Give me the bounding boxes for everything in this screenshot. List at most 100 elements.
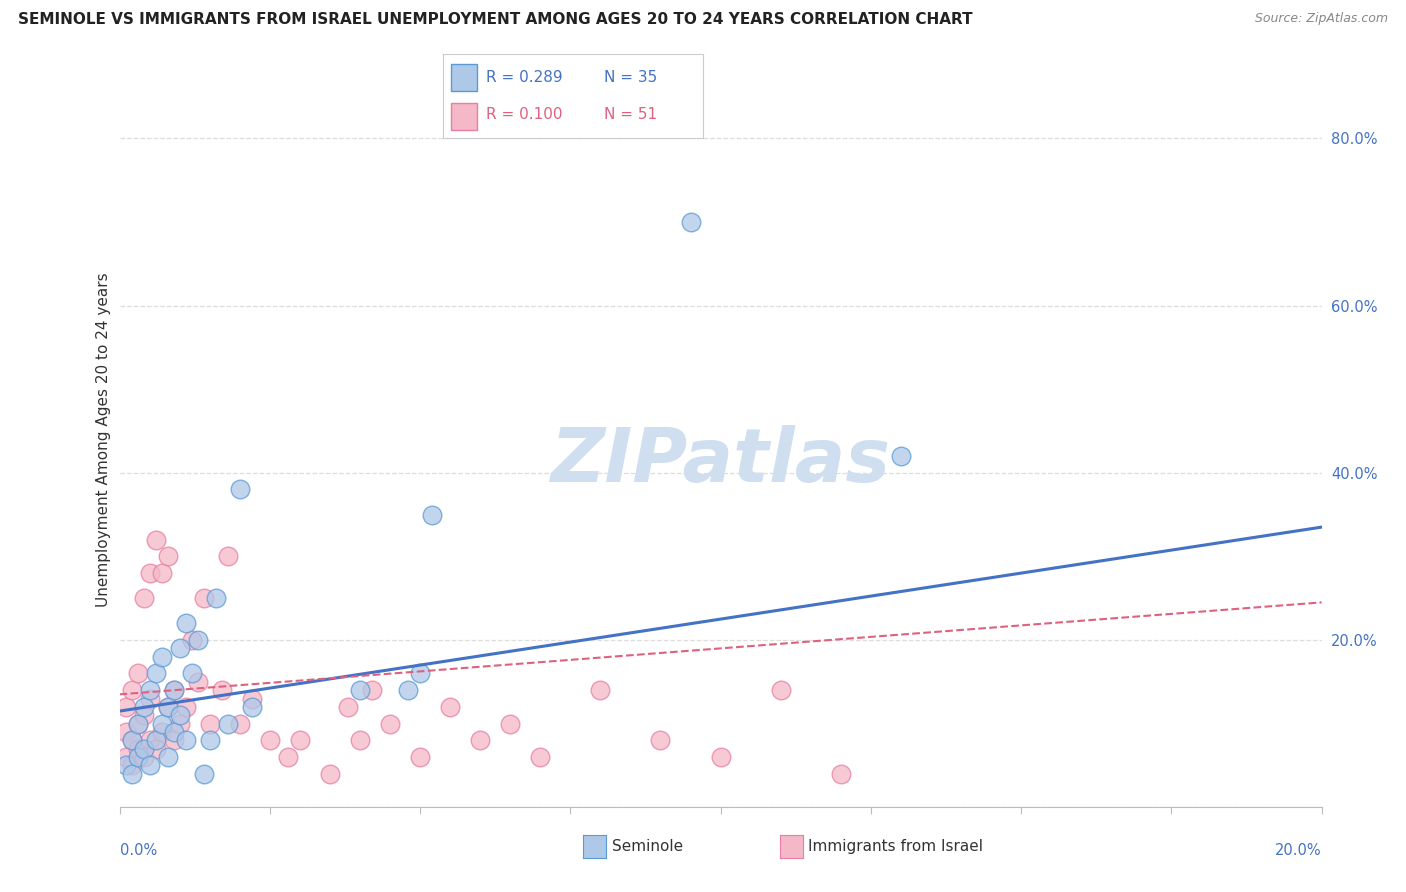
Text: ZIPatlas: ZIPatlas (551, 425, 890, 498)
Point (409, 666, 432, 681)
Point (132, 591, 155, 606)
Point (193, 591, 215, 606)
Point (240, 691, 263, 706)
Point (132, 708, 155, 723)
Point (150, 725, 173, 739)
Point (180, 633, 202, 648)
Point (121, 758, 143, 772)
Point (127, 750, 149, 764)
Point (169, 641, 191, 656)
Point (121, 733, 143, 747)
Point (156, 549, 179, 564)
Point (187, 633, 209, 648)
Point (499, 716, 522, 731)
Point (336, 699, 359, 714)
Point (138, 758, 160, 772)
Text: R = 0.289: R = 0.289 (486, 70, 562, 85)
Text: Source: ZipAtlas.com: Source: ZipAtlas.com (1254, 12, 1388, 25)
Point (349, 733, 371, 747)
Point (174, 616, 197, 631)
Text: N = 51: N = 51 (605, 107, 657, 122)
Point (138, 566, 160, 580)
Point (529, 750, 551, 764)
Point (204, 591, 226, 606)
Point (132, 699, 155, 714)
Point (198, 716, 221, 731)
Point (228, 716, 252, 731)
Point (468, 733, 492, 747)
Point (709, 750, 731, 764)
Point (378, 716, 401, 731)
Point (180, 666, 202, 681)
Point (439, 699, 461, 714)
Point (228, 483, 252, 497)
Text: SEMINOLE VS IMMIGRANTS FROM ISRAEL UNEMPLOYMENT AMONG AGES 20 TO 24 YEARS CORREL: SEMINOLE VS IMMIGRANTS FROM ISRAEL UNEMP… (18, 12, 973, 27)
Point (138, 683, 160, 698)
Point (240, 699, 263, 714)
Text: 0.0%: 0.0% (120, 843, 156, 858)
Point (162, 683, 184, 698)
Bar (451, 103, 477, 130)
Point (319, 766, 342, 781)
Point (169, 716, 191, 731)
Point (169, 708, 191, 723)
Point (156, 699, 179, 714)
Text: Seminole: Seminole (612, 839, 683, 854)
Point (114, 699, 136, 714)
Point (121, 733, 143, 747)
Bar (451, 63, 477, 91)
Point (127, 666, 149, 681)
Point (589, 683, 612, 698)
Point (162, 683, 184, 698)
Point (217, 549, 239, 564)
Point (288, 733, 311, 747)
Text: R = 0.100: R = 0.100 (486, 107, 562, 122)
Point (174, 733, 197, 747)
Point (114, 725, 136, 739)
Y-axis label: Unemployment Among Ages 20 to 24 years: Unemployment Among Ages 20 to 24 years (96, 272, 111, 607)
Point (198, 733, 221, 747)
Point (114, 750, 136, 764)
Point (145, 533, 167, 547)
Point (162, 725, 184, 739)
Point (121, 683, 143, 698)
Point (193, 766, 215, 781)
Point (150, 649, 173, 664)
Point (650, 733, 672, 747)
Point (277, 750, 299, 764)
Point (150, 566, 173, 580)
Point (114, 758, 136, 772)
Point (127, 741, 149, 756)
Text: 20.0%: 20.0% (1275, 843, 1322, 858)
Point (156, 699, 179, 714)
Point (187, 674, 209, 689)
Point (769, 683, 792, 698)
Point (145, 741, 167, 756)
Point (121, 766, 143, 781)
Point (420, 508, 443, 522)
Point (679, 215, 702, 229)
Point (259, 733, 281, 747)
Point (396, 683, 419, 698)
Point (145, 733, 167, 747)
Point (145, 666, 167, 681)
Point (349, 683, 371, 698)
Point (150, 716, 173, 731)
Text: Immigrants from Israel: Immigrants from Israel (808, 839, 983, 854)
Point (132, 750, 155, 764)
Point (162, 733, 184, 747)
Point (211, 683, 233, 698)
Point (156, 750, 179, 764)
Point (409, 750, 432, 764)
Point (127, 716, 149, 731)
Point (138, 691, 160, 706)
Point (361, 683, 384, 698)
Point (217, 716, 239, 731)
Point (890, 449, 912, 463)
Text: N = 35: N = 35 (605, 70, 658, 85)
Point (174, 699, 197, 714)
Point (138, 733, 160, 747)
Point (830, 766, 852, 781)
Point (127, 716, 149, 731)
Point (132, 741, 155, 756)
